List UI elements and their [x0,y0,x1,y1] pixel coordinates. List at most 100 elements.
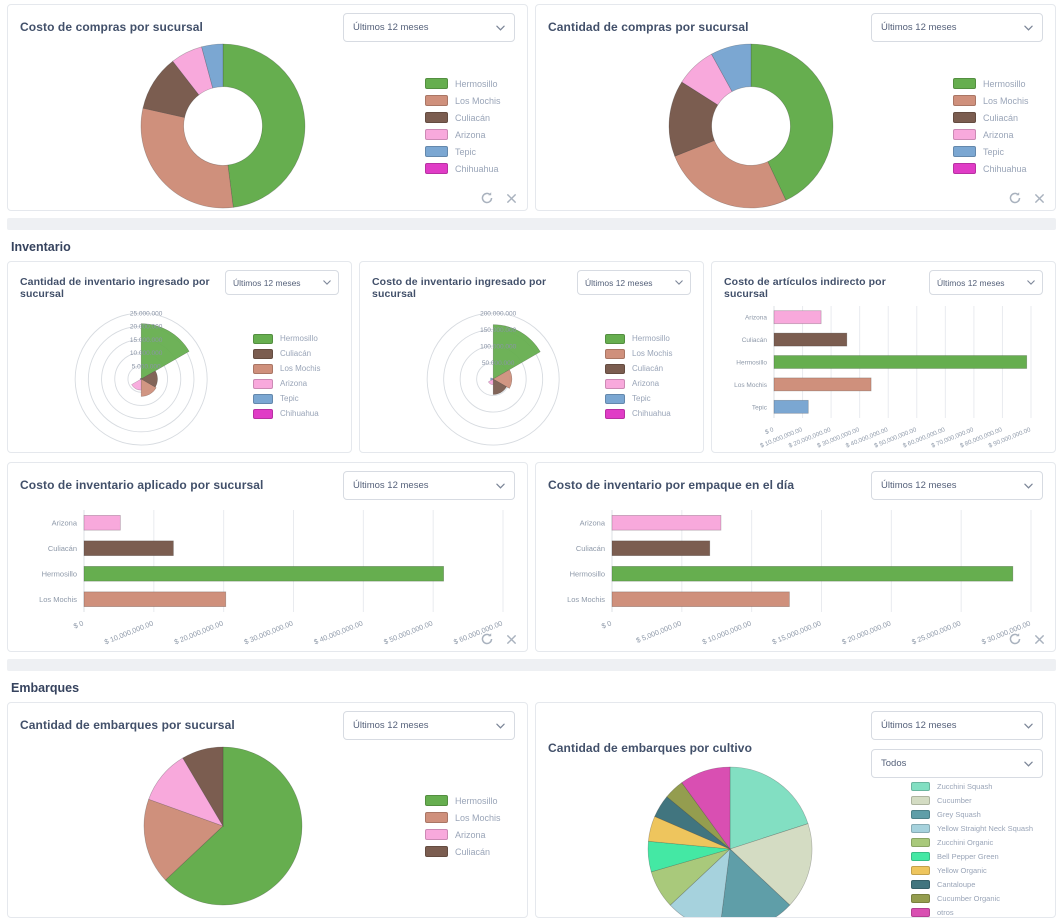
chart-plot[interactable] [20,745,425,907]
inventario-row-1: Cantidad de inventario ingresado por suc… [7,261,1056,453]
legend-item[interactable]: Hermosillo [605,333,691,344]
period-select[interactable]: Últimos 12 meses [871,13,1043,42]
legend-item[interactable]: Los Mochis [425,95,515,106]
legend-item[interactable]: Tepic [253,393,339,404]
legend-label: Yellow Organic [937,865,987,875]
legend-item[interactable]: Arizona [253,378,339,389]
legend-item[interactable]: Yellow Organic [911,865,1043,875]
close-icon[interactable] [506,634,517,645]
svg-text:Arizona: Arizona [745,315,767,322]
close-icon[interactable] [1034,193,1045,204]
svg-text:25.000.000: 25.000.000 [130,311,163,318]
legend-item[interactable]: Arizona [425,829,515,840]
legend-item[interactable]: otros [911,907,1043,917]
legend-item[interactable]: Tepic [425,146,515,157]
chart-plot[interactable]: 25.000.000 20.000.000 15.000.000 10.000.000… [20,300,253,452]
legend-swatch [605,348,625,359]
inventario-row-2: Costo de inventario aplicado por sucursa… [7,462,1056,652]
period-select[interactable]: Últimos 12 meses [929,270,1043,295]
legend-item[interactable]: Bell Pepper Green [911,851,1043,861]
chart-title: Costo de artículos indirecto por sucursa… [724,276,886,300]
legend-item[interactable]: Los Mochis [253,363,339,374]
legend-item[interactable]: Hermosillo [953,78,1043,89]
svg-text:20.000.000: 20.000.000 [130,324,163,331]
pie-chart[interactable]: Zucchini Squash Cucumber Grey Squash Yellow… [548,766,1043,917]
legend-item[interactable]: Chihuahua [953,163,1043,174]
legend-swatch [911,851,930,861]
legend-item[interactable]: Culiacán [253,348,339,359]
pie-chart[interactable]: Hermosillo Los Mochis Arizona Culiacán [20,742,515,910]
close-icon[interactable] [506,193,517,204]
legend-item[interactable]: Hermosillo [425,78,515,89]
legend-item[interactable]: Yellow Straight Neck Squash [911,823,1043,833]
polar-chart[interactable]: 25.000.000 20.000.000 15.000.000 10.000.000… [20,300,339,452]
legend-swatch [911,893,930,903]
refresh-icon[interactable] [480,191,494,205]
legend-item[interactable]: Hermosillo [425,795,515,806]
polar-chart[interactable]: 200.000.000 150.000.000 100.000.000 50.000.… [372,300,691,452]
legend-item[interactable]: Hermosillo [253,333,339,344]
legend-item[interactable]: Culiacán [425,846,515,857]
legend-item[interactable]: Arizona [425,129,515,140]
period-select-value: Últimos 12 meses [881,480,957,491]
legend-item[interactable]: Tepic [953,146,1043,157]
bar-chart[interactable]: Arizona Culiacán Hermosillo Los Mochis $ 0 $ … [20,504,515,646]
bar-chart[interactable]: Arizona Culiacán Hermosillo Los Mochis Tepic… [724,300,1043,452]
legend-item[interactable]: Cucumber Organic [911,893,1043,903]
legend-item[interactable]: Zucchini Squash [911,781,1043,791]
card-cantidad-compras: Cantidad de compras por sucursal Últimos… [535,4,1056,211]
refresh-icon[interactable] [1008,632,1022,646]
donut-chart[interactable]: Hermosillo Los Mochis Culiacán Arizona Tepic… [20,42,515,210]
chart-plot[interactable] [548,42,953,210]
legend-item[interactable]: Tepic [605,393,691,404]
legend-swatch [605,363,625,374]
legend-item[interactable]: Los Mochis [605,348,691,359]
legend-item[interactable]: Culiacán [605,363,691,374]
legend-swatch [253,408,273,419]
legend-item[interactable]: Chihuahua [605,408,691,419]
legend-swatch [911,795,930,805]
legend-label: Hermosillo [455,78,498,89]
donut-chart[interactable]: Hermosillo Los Mochis Culiacán Arizona Tepic… [548,42,1043,210]
legend-item[interactable]: Cantaloupe [911,879,1043,889]
legend-item[interactable]: Arizona [605,378,691,389]
period-select[interactable]: Últimos 12 meses [871,711,1043,740]
crop-select[interactable]: Todos [871,749,1043,778]
period-select[interactable]: Últimos 12 meses [343,471,515,500]
period-select[interactable]: Últimos 12 meses [343,13,515,42]
chart-plot[interactable] [20,42,425,210]
legend-label: Culiacán [632,364,664,373]
legend-item[interactable]: Culiacán [953,112,1043,123]
legend-label: Los Mochis [455,95,501,106]
chart-plot[interactable]: 200.000.000 150.000.000 100.000.000 50.000.… [372,300,605,452]
refresh-icon[interactable] [480,632,494,646]
legend-swatch [911,809,930,819]
legend-item[interactable]: Chihuahua [253,408,339,419]
legend-swatch [425,78,448,89]
legend-item[interactable]: Zucchini Organic [911,837,1043,847]
legend-item[interactable]: Culiacán [425,112,515,123]
legend-label: Arizona [455,129,486,140]
close-icon[interactable] [1034,634,1045,645]
legend-swatch [425,795,448,806]
refresh-icon[interactable] [1008,191,1022,205]
section-divider [7,659,1056,671]
legend-item[interactable]: Chihuahua [425,163,515,174]
legend-label: Tepic [983,146,1005,157]
period-select[interactable]: Últimos 12 meses [225,270,339,295]
legend-item[interactable]: Arizona [953,129,1043,140]
period-select[interactable]: Últimos 12 meses [577,270,691,295]
legend-item[interactable]: Los Mochis [425,812,515,823]
card-cantidad-embarques-cultivo: Cantidad de embarques por cultivo Último… [535,702,1056,918]
period-select[interactable]: Últimos 12 meses [871,471,1043,500]
legend-item[interactable]: Cucumber [911,795,1043,805]
period-select[interactable]: Últimos 12 meses [343,711,515,740]
legend-label: Culiacán [280,349,312,358]
legend-swatch [953,146,976,157]
legend-label: Zucchini Organic [937,837,994,847]
bar-chart[interactable]: Arizona Culiacán Hermosillo Los Mochis $ 0 $ … [548,504,1043,646]
chart-legend: Hermosillo Los Mochis Arizona Culiacán [425,795,515,857]
legend-item[interactable]: Grey Squash [911,809,1043,819]
legend-item[interactable]: Los Mochis [953,95,1043,106]
chart-plot[interactable] [548,765,911,917]
